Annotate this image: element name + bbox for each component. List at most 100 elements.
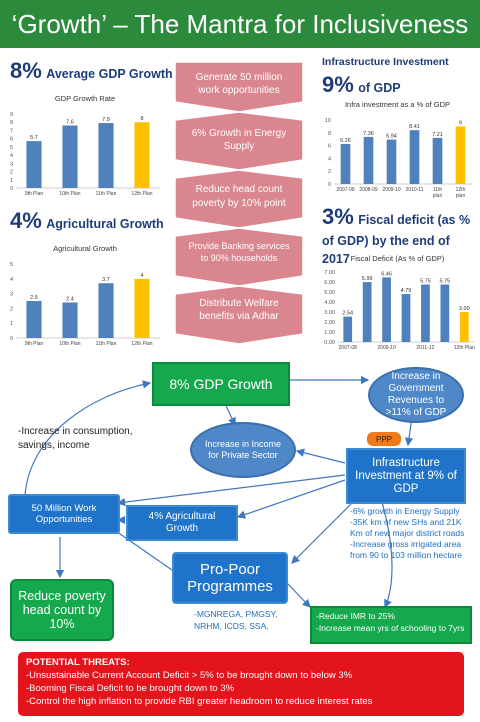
fiscal-chart-data-label: 6.46 (381, 271, 392, 277)
link-propoor-green (286, 582, 311, 608)
infra-heading: Infrastructure Investment (322, 56, 449, 68)
flow-connectors (24, 375, 414, 609)
agri-chart-data-label: 2.4 (66, 296, 74, 302)
fiscal-chart-y-tick: 5.00 (324, 290, 335, 296)
infra-note-2: -35K km of new SHs and 21K Km of new maj… (350, 517, 465, 538)
infra-chart-x-tick: 2009-10 (382, 187, 401, 193)
agri-growth-node: 4% Agricultural Growth (126, 505, 238, 541)
agri-value: 4% (10, 208, 42, 233)
gdp-chart-bar (98, 123, 114, 188)
fiscal-chart-x-tick: 2007-08 (339, 345, 358, 351)
fiscal-chart-y-tick: 3.00 (324, 310, 335, 316)
infra-chart-x-tick: 12th (456, 187, 466, 193)
fiscal-chart-y-tick: 7.00 (324, 270, 335, 276)
infra-value: 9% (322, 72, 354, 97)
link-infra-income (295, 448, 346, 464)
gdp-label: Average GDP Growth (46, 67, 173, 81)
link-propoor-work (109, 526, 173, 571)
imr-note: -Reduce IMR to 25% (316, 611, 395, 621)
fiscal-chart-x-tick: 2011-12 (416, 345, 434, 351)
gdp-chart-y-tick: 3 (10, 161, 13, 167)
reduce-poverty-node: Reduce poverty head count by 10% (10, 579, 114, 641)
pro-poor-list: -MGNREGA, PMGSY, NRHM, ICDS, SSA, (194, 609, 278, 631)
agri-chart-bar (26, 301, 42, 338)
infra-investment-node: Infrastructure Investment at 9% of GDP (346, 448, 466, 504)
infra-chart-x-tick: plan (456, 193, 466, 199)
fiscal-chart-bar (382, 277, 391, 342)
gdp-chart-bar (134, 122, 150, 188)
infra-chart-x-tick: 2010-11 (406, 187, 424, 193)
agri-headline: 4% Agricultural Growth (10, 208, 164, 234)
govt-revenue-node: Increase in Government Revenues to >11% … (368, 367, 464, 423)
infra-chart-data-label: 7.21 (432, 132, 443, 138)
link-infra-work (116, 474, 346, 507)
gdp-chart-y-tick: 7 (10, 128, 13, 134)
gdp-chart-y-tick: 2 (10, 170, 13, 176)
infra-chart-x-tick: 2007-08 (336, 187, 355, 193)
fiscal-chart-data-label: 5.99 (362, 276, 373, 282)
infra-chart-y-tick: 0 (328, 182, 331, 188)
gdp-growth-node: 8% GDP Growth (152, 362, 290, 406)
infra-label: of GDP (358, 81, 401, 95)
infra-chart-data-label: 6.26 (340, 138, 351, 144)
consumption-note: -Increase in consumption, savings, incom… (18, 426, 133, 451)
gdp-chart-y-tick: 1 (10, 178, 13, 184)
schooling-note: -Increase mean yrs of schooling to 7yrs (316, 623, 465, 633)
agri-chart-title: Agricultural Growth (53, 244, 117, 253)
infra-chart-y-tick: 2 (328, 169, 331, 175)
agri-chart-x-tick: 10th Plan (59, 341, 80, 347)
gdp-chart-y-tick: 4 (10, 153, 13, 159)
infra-chart-data-label: 9 (459, 120, 462, 126)
fiscal-chart-y-tick: 6.00 (324, 280, 335, 286)
gdp-chart-data-label: 5.7 (30, 135, 38, 141)
fiscal-label-2: of GDP) by the end of 2017 (322, 234, 450, 266)
gdp-chart-y-tick: 6 (10, 137, 13, 143)
fiscal-headline-2: of GDP) by the end of 2017 (322, 232, 480, 268)
gdp-chart-data-label: 7.9 (102, 117, 110, 123)
ppp-badge: PPP (367, 432, 401, 446)
target-arrow-4 (174, 227, 304, 287)
gdp-chart-data-label: 8 (140, 116, 143, 122)
infra-chart-y-tick: 10 (325, 118, 331, 124)
target-arrow-1 (174, 61, 304, 113)
target-arrow-5 (174, 285, 304, 345)
fiscal-value: 3% (322, 204, 354, 229)
fiscal-chart-y-tick: 1.00 (324, 330, 335, 336)
threats-title: POTENTIAL THREATS: (26, 657, 130, 668)
fiscal-chart-y-tick: 4.00 (324, 300, 335, 306)
gdp-chart-y-tick: 8 (10, 120, 13, 126)
link-infra-agri (236, 479, 346, 519)
infra-note-1: -6% growth in Energy Supply (350, 506, 460, 516)
fiscal-chart-bar (401, 294, 411, 342)
agri-chart-data-label: 3.7 (102, 277, 110, 283)
infra-chart-data-label: 8.41 (409, 124, 420, 130)
fiscal-chart-x-tick: 12th Plan (454, 345, 475, 351)
agri-chart-data-label: 2.5 (30, 295, 38, 301)
fiscal-chart-bar (440, 284, 450, 342)
threats-panel: POTENTIAL THREATS: -Unsustainable Curren… (18, 652, 464, 716)
gdp-chart-y-tick: 0 (10, 186, 13, 192)
fiscal-chart-bar (362, 282, 372, 342)
infra-notes: -6% growth in Energy Supply -35K km of n… (350, 506, 470, 561)
infra-chart-y-tick: 8 (328, 131, 331, 137)
work-opportunities-node: 50 Million Work Opportunities (8, 494, 120, 534)
fiscal-chart-data-label: 5.75 (439, 279, 450, 285)
agri-label: Agricultural Growth (46, 217, 164, 231)
infra-headline: 9% of GDP (322, 72, 401, 98)
target-3: Reduce head count poverty by 10% point (192, 184, 286, 209)
fiscal-chart-bar (343, 316, 353, 342)
infra-chart-y-tick: 4 (328, 156, 331, 162)
gdp-chart-y-tick: 5 (10, 145, 13, 151)
fiscal-chart-bar (459, 312, 469, 342)
link-infra-propoor (291, 494, 361, 564)
fiscal-chart-data-label: 3.00 (459, 306, 470, 312)
agri-chart-y-tick: 3 (10, 292, 13, 298)
fiscal-chart-x-tick: 2009-10 (377, 345, 396, 351)
agri-chart-y-tick: 5 (10, 262, 13, 268)
fiscal-chart-bar (421, 284, 430, 342)
agri-chart-data-label: 4 (140, 273, 143, 279)
threat-item-1: -Unsustainable Current Account Deficit >… (26, 670, 353, 681)
threat-item-3: -Control the high inflation to provide R… (26, 696, 373, 707)
fiscal-label-1: Fiscal deficit (as % (358, 213, 471, 227)
threat-item-2: -Booming Fiscal Deficit to be brought do… (26, 683, 235, 694)
